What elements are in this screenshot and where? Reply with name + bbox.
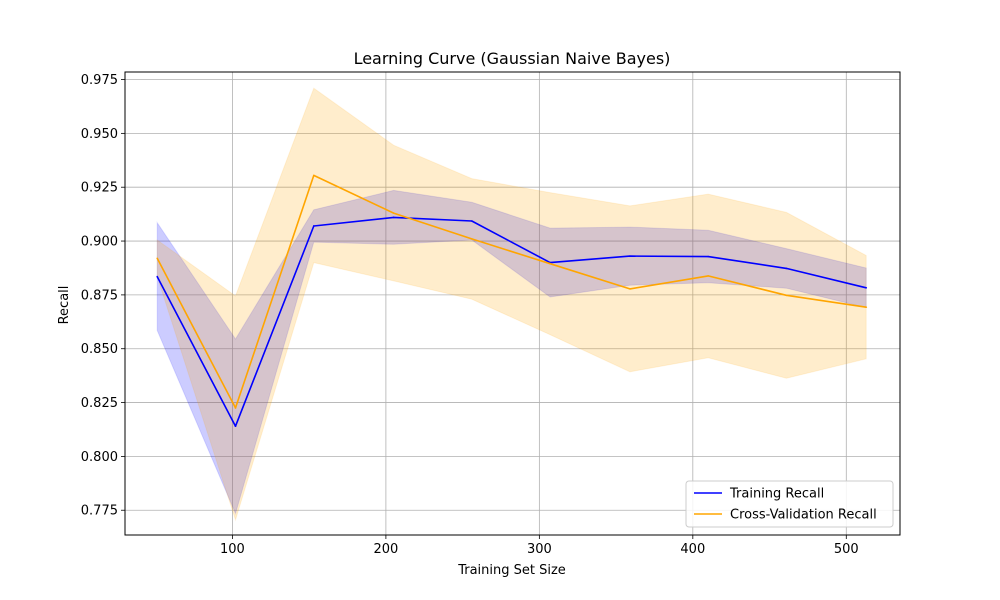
y-tick-label: 0.975 (81, 73, 118, 88)
series-0-point (707, 255, 709, 258)
legend: Training Recall Cross-Validation Recall (685, 480, 894, 528)
y-tick-label: 0.800 (81, 450, 118, 465)
series-1-point (234, 407, 237, 409)
y-tick-label: 0.775 (81, 504, 118, 519)
axis-ticks: 100 200 300 400 500 0.775 0.800 0.825 0.850 0.875… (81, 73, 859, 557)
y-tick-label: 0.950 (81, 127, 118, 142)
x-tick-label: 500 (834, 542, 859, 557)
series-0-point (865, 286, 868, 289)
series-1-point (865, 306, 868, 308)
series-0-point (471, 220, 473, 222)
y-tick-label: 0.875 (81, 288, 118, 303)
y-axis-label: Recall (57, 286, 72, 325)
series-1-line (156, 174, 867, 409)
series-0-point (392, 216, 395, 219)
series-0-point (312, 225, 315, 227)
series-1-point (392, 212, 395, 214)
series-0-point (234, 425, 237, 428)
x-tick-label: 200 (373, 542, 398, 557)
series-1-band (156, 87, 867, 522)
x-axis-label: Training Set Size (457, 563, 566, 578)
y-tick-label: 0.900 (81, 235, 118, 250)
x-tick-label: 300 (527, 542, 552, 557)
legend-box (685, 480, 894, 528)
series-0-point (156, 275, 159, 278)
series-1-point (471, 238, 473, 240)
series-0-point (785, 267, 788, 270)
series-0-point (629, 255, 631, 257)
series-0-line (156, 216, 867, 428)
grid (125, 72, 900, 535)
series-1-point (156, 257, 159, 260)
legend-label: Cross-Validation Recall (730, 508, 877, 523)
y-tick-label: 0.825 (81, 396, 118, 411)
x-tick-label: 100 (220, 542, 245, 557)
series-1-point (312, 174, 315, 177)
series-1-point (707, 275, 709, 277)
chart-title: Learning Curve (Gaussian Naive Bayes) (354, 49, 671, 68)
series-1-point (549, 262, 551, 265)
plot-frame (124, 71, 901, 536)
series-1-point (785, 294, 788, 297)
y-tick-label: 0.850 (81, 342, 118, 357)
legend-label: Training Recall (729, 487, 824, 502)
y-tick-label: 0.925 (81, 181, 118, 196)
x-tick-label: 400 (680, 542, 705, 557)
series-1-point (629, 288, 631, 290)
series-lines (156, 174, 868, 428)
